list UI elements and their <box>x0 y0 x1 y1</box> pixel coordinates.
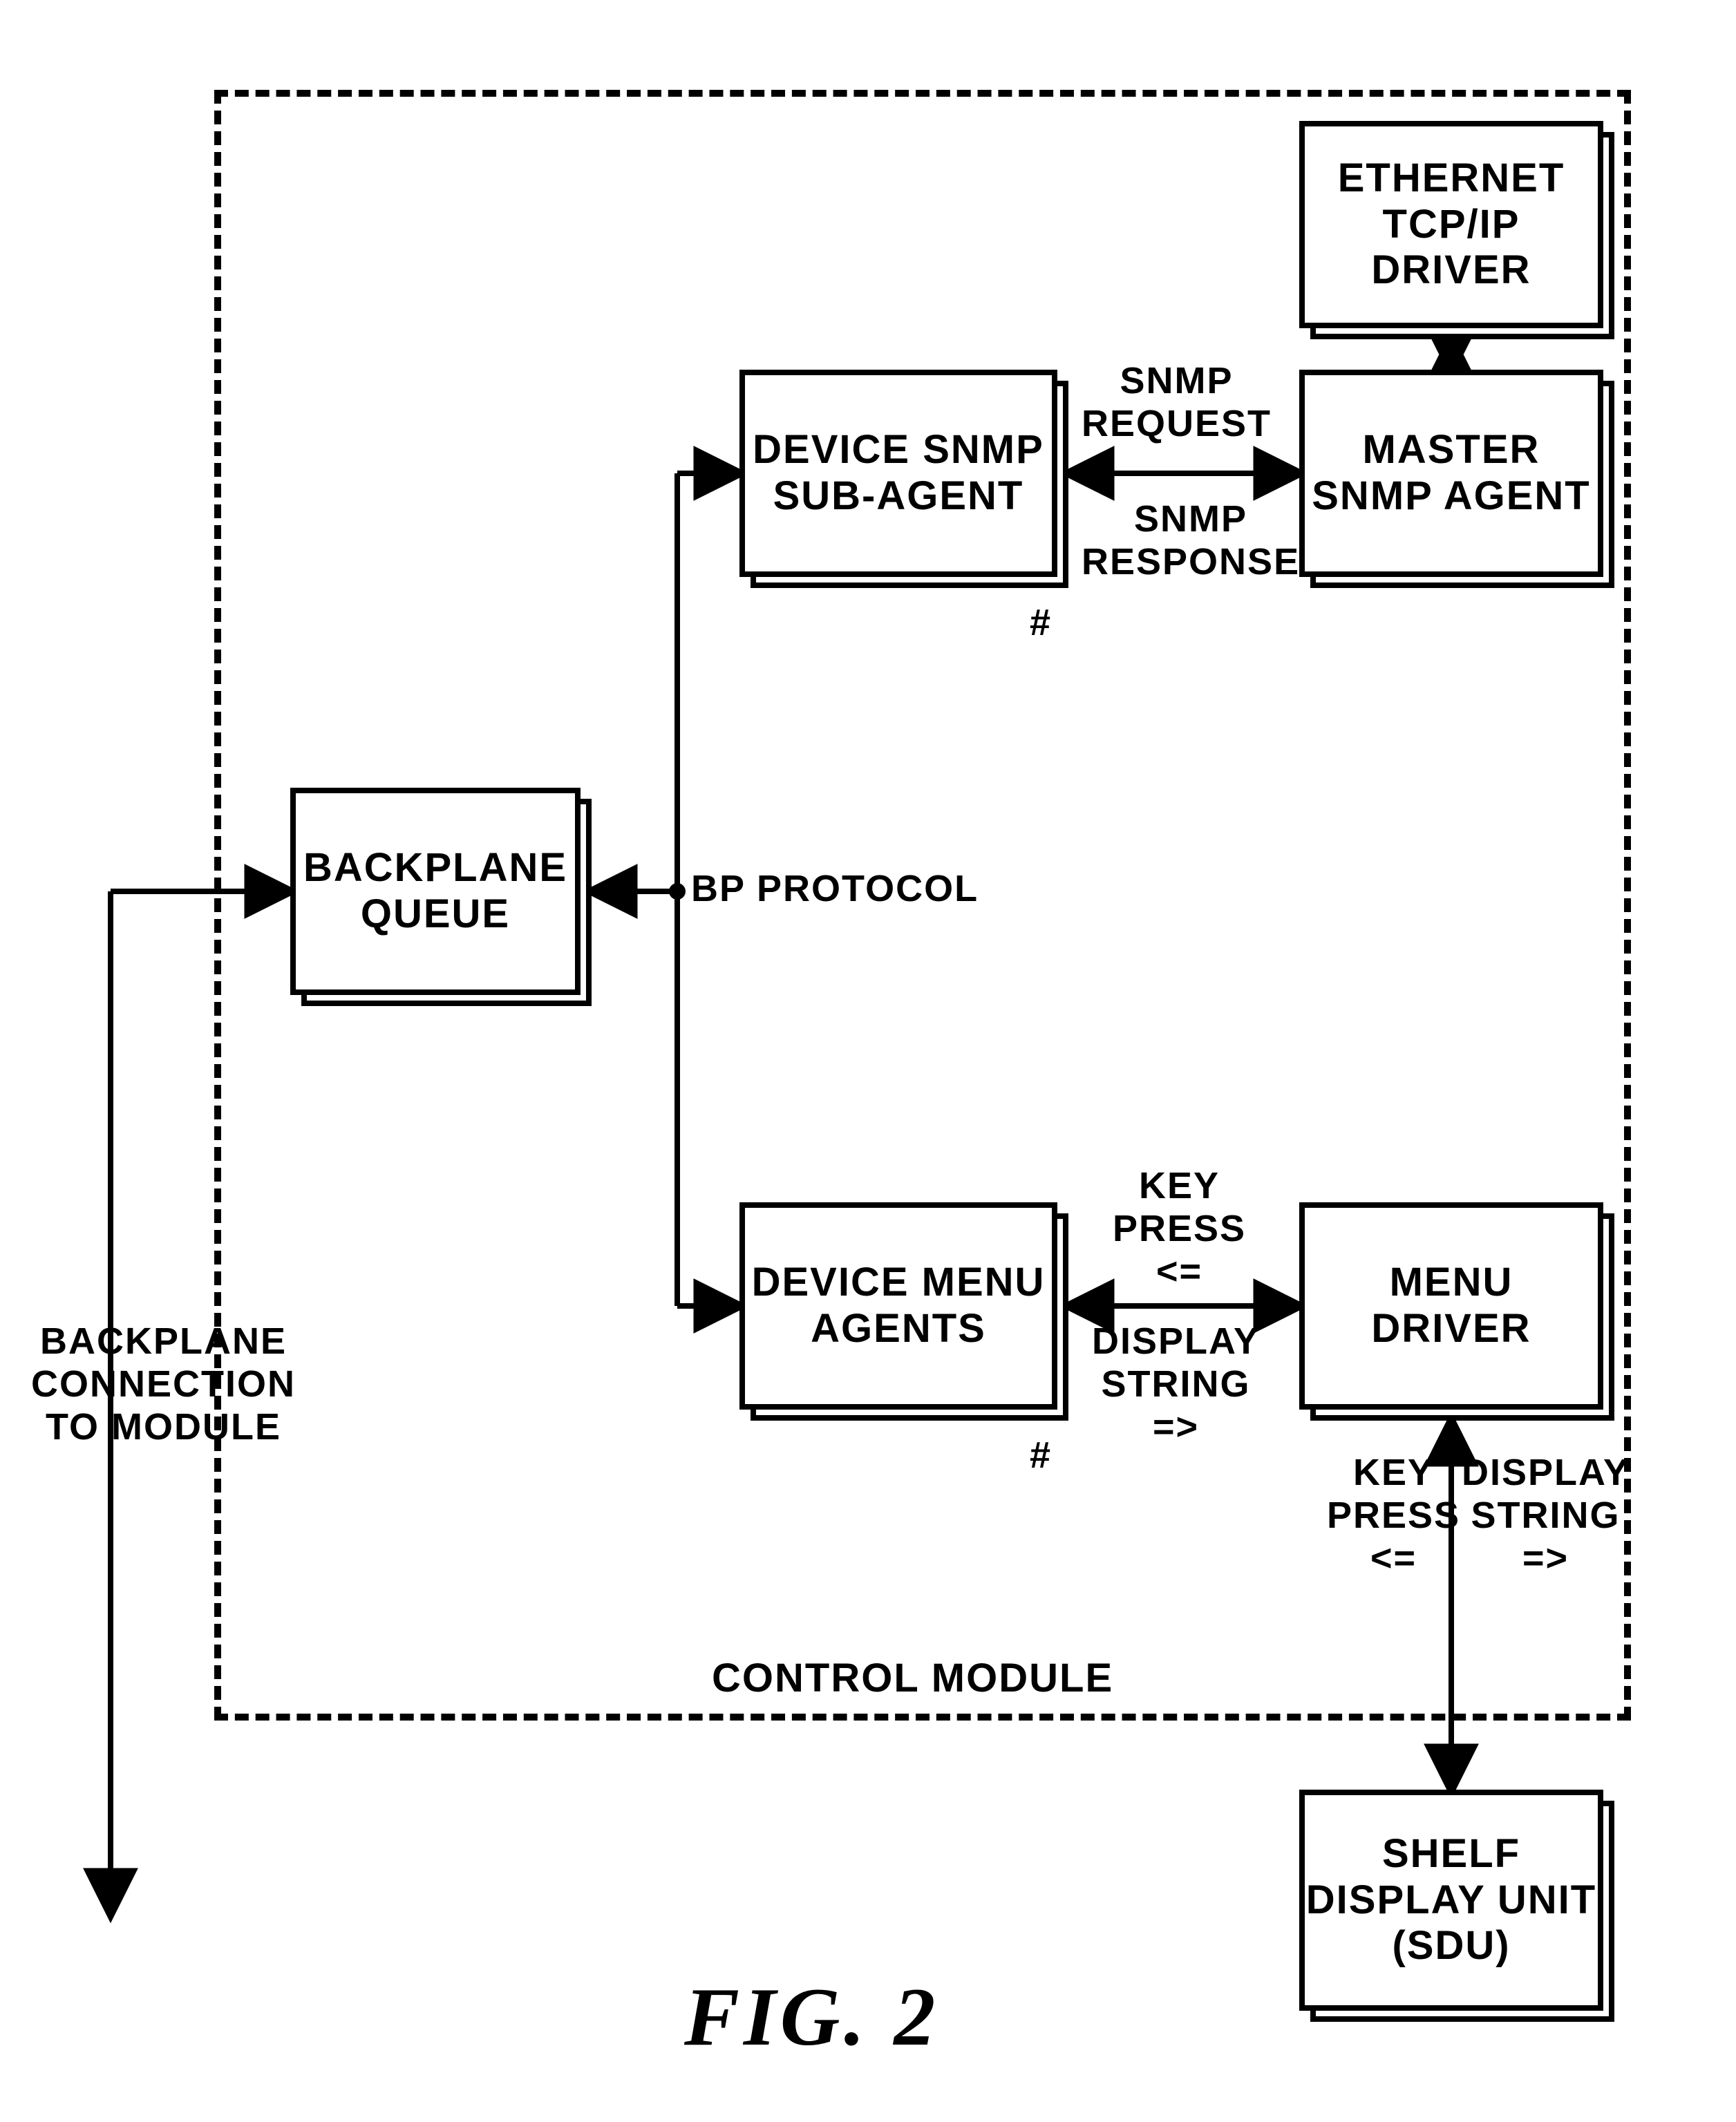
label-hash-1: # <box>1030 601 1052 644</box>
node-menu-driver: MENU DRIVER <box>1299 1202 1603 1410</box>
eth-l1: ETHERNET <box>1338 155 1565 200</box>
node-backplane-queue: BACKPLANE QUEUE <box>290 788 581 995</box>
device-snmp-l2: SUB-AGENT <box>773 473 1024 518</box>
eth-l3: DRIVER <box>1371 247 1531 292</box>
device-snmp-l1: DEVICE SNMP <box>753 427 1044 472</box>
sdu-l2: DISPLAY UNIT <box>1306 1877 1596 1922</box>
device-menu-l2: AGENTS <box>811 1306 986 1351</box>
master-snmp-l2: SNMP AGENT <box>1312 473 1591 518</box>
diagram-canvas: BACKPLANE QUEUE DEVICE SNMP SUB-AGENT DE… <box>0 0 1736 2122</box>
label-snmp-response: SNMP RESPONSE <box>1082 498 1300 583</box>
sdu-l3: (SDU) <box>1392 1923 1510 1968</box>
label-display-string-bottom: DISPLAY STRING => <box>1462 1451 1630 1580</box>
label-key-press-bottom: KEY PRESS <= <box>1327 1451 1460 1580</box>
label-display-string-top: DISPLAY STRING => <box>1092 1320 1260 1448</box>
backplane-queue-l1: BACKPLANE <box>303 845 567 890</box>
label-key-press-top: KEY PRESS <= <box>1113 1164 1246 1293</box>
node-master-snmp-agent: MASTER SNMP AGENT <box>1299 370 1603 577</box>
device-menu-l1: DEVICE MENU <box>752 1260 1046 1305</box>
eth-l2: TCP/IP <box>1383 202 1520 247</box>
backplane-queue-l2: QUEUE <box>361 891 510 936</box>
menu-drv-l1: MENU <box>1390 1260 1513 1305</box>
master-snmp-l1: MASTER <box>1363 427 1540 472</box>
label-hash-2: # <box>1030 1434 1052 1477</box>
label-backplane-conn: BACKPLANE CONNECTION TO MODULE <box>31 1320 296 1448</box>
node-device-snmp-subagent: DEVICE SNMP SUB-AGENT <box>739 370 1057 577</box>
sdu-l1: SHELF <box>1382 1831 1520 1876</box>
node-device-menu-agents: DEVICE MENU AGENTS <box>739 1202 1057 1410</box>
menu-drv-l2: DRIVER <box>1371 1306 1531 1351</box>
label-bp-protocol: BP PROTOCOL <box>691 867 979 910</box>
node-sdu: SHELF DISPLAY UNIT (SDU) <box>1299 1790 1603 2011</box>
label-control-module: CONTROL MODULE <box>712 1655 1113 1701</box>
label-snmp-request: SNMP REQUEST <box>1082 359 1272 445</box>
node-ethernet-driver: ETHERNET TCP/IP DRIVER <box>1299 121 1603 328</box>
figure-caption: FIG. 2 <box>684 1969 939 2065</box>
